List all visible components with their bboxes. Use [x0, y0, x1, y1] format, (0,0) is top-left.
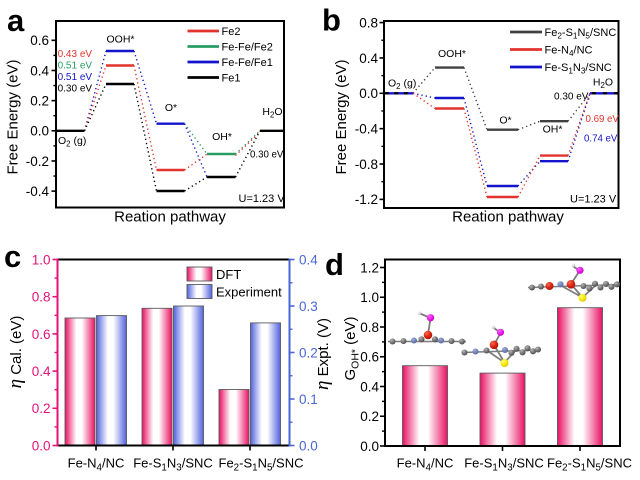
svg-text:0.6: 0.6: [360, 350, 379, 365]
svg-text:0.3: 0.3: [299, 299, 318, 314]
svg-text:a: a: [7, 3, 25, 38]
svg-text:0.8: 0.8: [359, 15, 378, 30]
svg-text:U=1.23 V: U=1.23 V: [570, 194, 617, 206]
svg-text:0.4: 0.4: [32, 364, 51, 379]
svg-text:0.0: 0.0: [360, 439, 379, 454]
svg-text:0.4: 0.4: [359, 51, 378, 66]
svg-text:η Expt. (V): η Expt. (V): [312, 318, 333, 390]
svg-text:0.51 eV: 0.51 eV: [58, 72, 93, 83]
svg-text:0.4: 0.4: [30, 63, 49, 78]
svg-text:0.0: 0.0: [359, 86, 378, 101]
svg-text:Fe-Fe/Fe2: Fe-Fe/Fe2: [222, 41, 273, 53]
svg-text:1.0: 1.0: [32, 252, 51, 267]
svg-text:c: c: [4, 239, 21, 274]
svg-text:-0.4: -0.4: [355, 122, 379, 137]
svg-text:0.4: 0.4: [360, 379, 379, 394]
svg-text:H2O: H2O: [262, 106, 282, 119]
svg-text:0.43 eV: 0.43 eV: [58, 49, 93, 60]
svg-text:-0.4: -0.4: [26, 184, 50, 199]
svg-text:U=1.23 V: U=1.23 V: [239, 193, 286, 205]
svg-text:Free Energy (eV): Free Energy (eV): [5, 59, 22, 174]
svg-text:1.2: 1.2: [360, 260, 379, 275]
svg-text:-1.2: -1.2: [355, 192, 378, 207]
svg-text:0.4: 0.4: [299, 252, 318, 267]
svg-text:0.6: 0.6: [30, 33, 49, 48]
svg-text:Fe2-S1N5/SNC: Fe2-S1N5/SNC: [545, 27, 617, 40]
svg-text:Experiment: Experiment: [216, 285, 282, 300]
svg-text:GOH* (eV): GOH* (eV): [342, 316, 362, 380]
svg-text:0.69 eV: 0.69 eV: [586, 114, 620, 125]
svg-text:d: d: [325, 247, 344, 282]
svg-text:O*: O*: [165, 102, 177, 114]
svg-text:0.51 eV: 0.51 eV: [58, 60, 93, 71]
svg-text:0.30 eV.: 0.30 eV.: [554, 92, 590, 103]
svg-text:0.2: 0.2: [360, 409, 379, 424]
svg-text:Fe2-S1N5/SNC: Fe2-S1N5/SNC: [219, 456, 304, 474]
svg-text:0.8: 0.8: [32, 290, 51, 305]
svg-text:0.6: 0.6: [32, 327, 51, 342]
svg-text:Fe-N4/NC: Fe-N4/NC: [397, 456, 454, 474]
svg-text:O2 (g): O2 (g): [388, 78, 416, 91]
svg-text:OOH*: OOH*: [438, 48, 466, 60]
svg-text:0.2: 0.2: [30, 94, 49, 109]
svg-text:Fe-N4/NC: Fe-N4/NC: [545, 44, 593, 57]
svg-text:Fe-S1N3/SNC: Fe-S1N3/SNC: [133, 456, 213, 474]
svg-text:OH*: OH*: [543, 124, 563, 136]
svg-text:Reation pathway: Reation pathway: [114, 209, 226, 226]
svg-text:0.1: 0.1: [299, 392, 318, 407]
svg-text:O2 (g): O2 (g): [58, 135, 86, 148]
svg-text:Fe2-S1N5/SNC: Fe2-S1N5/SNC: [547, 456, 632, 474]
svg-text:Free Energy (eV): Free Energy (eV): [333, 59, 350, 174]
svg-text:OH*: OH*: [212, 131, 232, 143]
svg-text:0.0: 0.0: [299, 438, 318, 453]
svg-text:Fe-N4/NC: Fe-N4/NC: [68, 456, 125, 474]
svg-text:0.0: 0.0: [32, 438, 51, 453]
svg-text:0.2: 0.2: [32, 401, 51, 416]
svg-text:-0.2: -0.2: [26, 154, 49, 169]
svg-text:0.74 eV: 0.74 eV: [584, 133, 618, 144]
svg-text:H2O: H2O: [593, 77, 613, 90]
svg-text:η Cal. (eV): η Cal. (eV): [5, 316, 26, 389]
svg-text:O*: O*: [499, 114, 511, 126]
svg-text:1.0: 1.0: [360, 290, 379, 305]
svg-text:0.30 eV: 0.30 eV: [250, 150, 284, 161]
svg-text:Fe-Fe/Fe1: Fe-Fe/Fe1: [222, 57, 273, 69]
svg-text:Fe2: Fe2: [222, 26, 241, 38]
svg-text:Fe-S1N3/SNC: Fe-S1N3/SNC: [464, 456, 544, 474]
svg-text:0.2: 0.2: [299, 345, 318, 360]
svg-text:Fe-S1N3/SNC: Fe-S1N3/SNC: [545, 62, 612, 75]
svg-text:0.8: 0.8: [360, 320, 379, 335]
svg-text:0.0: 0.0: [30, 124, 49, 139]
svg-text:-0.8: -0.8: [355, 157, 378, 172]
svg-text:b: b: [322, 3, 341, 38]
svg-text:0.30 eV: 0.30 eV: [58, 84, 93, 95]
svg-text:OOH*: OOH*: [106, 34, 134, 46]
svg-text:Fe1: Fe1: [222, 72, 241, 84]
svg-text:Reation pathway: Reation pathway: [452, 209, 564, 226]
svg-text:DFT: DFT: [216, 267, 241, 282]
